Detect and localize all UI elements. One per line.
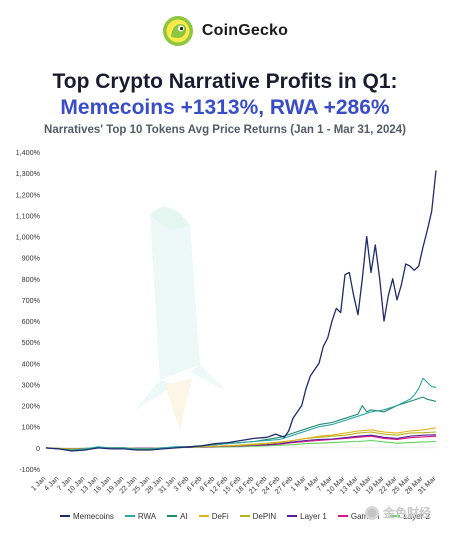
series-line-rwa [45, 377, 437, 451]
y-tick-label: 1,100% [16, 211, 41, 220]
legend-item: DePIN [239, 511, 277, 521]
gecko-logo-icon [162, 16, 193, 46]
chart-title-line2: Memecoins +1313%, RWA +286% [60, 96, 390, 119]
legend-item: Layer 1 [287, 512, 327, 521]
legend-item: GameFi [337, 511, 380, 521]
legend-label: AI [180, 511, 188, 521]
legend-item: AI [167, 512, 188, 521]
legend-swatch [287, 515, 298, 517]
brand-header: CoinGecko [0, 12, 450, 50]
legend-label: DeFi [211, 511, 229, 521]
legend-swatch [167, 515, 178, 517]
legend-swatch [198, 515, 209, 517]
line-chart: 1,400% 1,300% 1,200% 1,100% 1,000% 900% 800% 70… [16, 148, 438, 496]
chart-title-line1: Top Crypto Narrative Profits in Q1: [52, 70, 398, 93]
y-tick-label: 700% [22, 296, 41, 305]
chart-subtitle: Narratives' Top 10 Tokens Avg Price Retu… [44, 124, 406, 136]
legend-swatch [337, 515, 348, 517]
y-tick-label: 1,000% [16, 233, 41, 242]
legend-swatch [390, 515, 401, 517]
y-tick-label: 300% [22, 380, 41, 389]
chart-legend: Memecoins RWA AI DeFi DePIN Layer 1 GameFi Laye… [60, 508, 450, 524]
y-tick-label: 1,400% [16, 148, 41, 157]
y-tick-label: 500% [22, 338, 41, 347]
gold-coin-icon [365, 505, 379, 520]
legend-label: Memecoins [73, 511, 114, 521]
y-tick-label: 800% [22, 275, 41, 284]
y-tick-label: 1,300% [16, 169, 41, 178]
y-tick-label: 600% [22, 317, 41, 326]
brand-name: CoinGecko [201, 22, 289, 39]
legend-item: Layer 2 [390, 512, 430, 521]
y-tick-label: 200% [22, 402, 41, 411]
legend-label: GameFi [350, 511, 380, 521]
legend-label: Layer 1 [300, 511, 327, 521]
rocket-illustration [135, 207, 225, 430]
y-tick-label: 100% [22, 423, 41, 432]
y-axis: 1,400% 1,300% 1,200% 1,100% 1,000% 900% 800% 70… [16, 148, 436, 474]
plot-area [45, 170, 437, 452]
legend-item: DeFi [198, 511, 229, 521]
y-tick-label: 900% [22, 254, 41, 263]
series-line-memecoins [45, 170, 437, 452]
legend-item: Memecoins [60, 512, 114, 521]
watermark: 金色财经 [364, 504, 431, 521]
y-tick-label: -100% [19, 465, 40, 474]
legend-item: RWA [124, 511, 157, 521]
legend-swatch [239, 515, 250, 517]
legend-label: DePIN [252, 511, 277, 521]
legend-label: Layer 2 [403, 511, 430, 521]
y-tick-label: 400% [22, 359, 41, 368]
legend-label: RWA [137, 511, 157, 521]
legend-swatch [60, 515, 70, 517]
y-tick-label: 1,200% [16, 190, 41, 199]
legend-swatch [124, 515, 135, 517]
y-tick-label: 0 [36, 444, 40, 453]
watermark-text: 金色财经 [383, 506, 432, 520]
